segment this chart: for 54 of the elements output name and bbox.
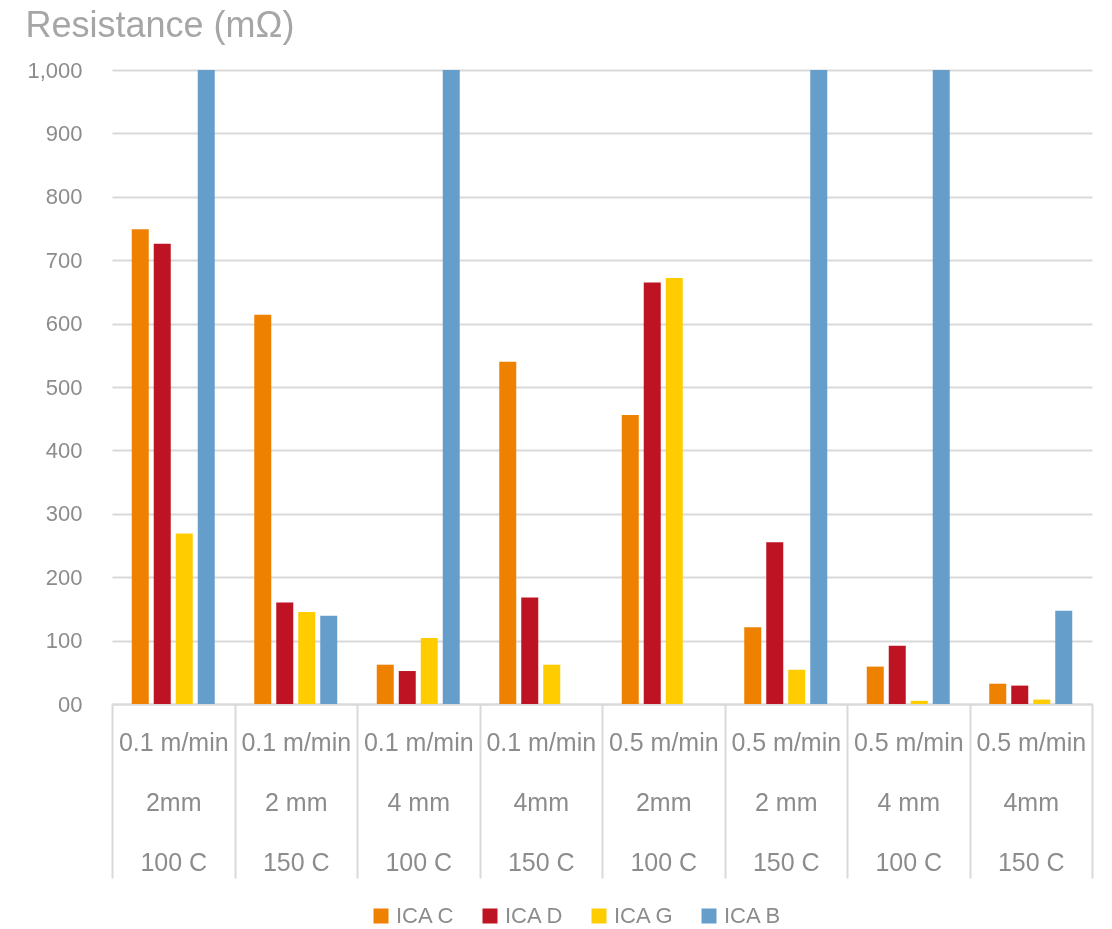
bar <box>665 277 683 704</box>
bar <box>766 542 784 704</box>
y-tick-label: 00 <box>58 691 83 717</box>
y-tick-label: 100 <box>45 628 83 654</box>
y-axis-title: Resistance (mΩ) <box>25 3 295 45</box>
y-tick-label: 800 <box>45 184 83 210</box>
y-tick-label: 600 <box>45 311 83 337</box>
category-label: 0.5 m/min 4 mm 100 C <box>853 727 964 876</box>
category-label: 0.5 m/min 2mm 100 C <box>608 727 719 876</box>
y-tick-label: 300 <box>45 501 83 527</box>
category-label: 0.1 m/min 4 mm 100 C <box>363 727 474 876</box>
category-label: 0.1 m/min 4mm 150 C <box>486 727 597 876</box>
y-tick-label: 400 <box>45 437 83 463</box>
bar <box>621 414 639 704</box>
category-label: 0.5 m/min 4mm 150 C <box>976 727 1087 876</box>
bar <box>521 597 539 704</box>
y-tick-label: 1,000 <box>27 57 83 83</box>
bar <box>788 669 806 704</box>
bar <box>1055 610 1073 704</box>
legend-label: ICA D <box>505 903 563 928</box>
bar <box>442 70 460 704</box>
bar <box>543 664 561 704</box>
bar <box>153 243 171 704</box>
bar <box>744 627 762 704</box>
bar <box>197 70 215 704</box>
y-tick-label: 900 <box>45 120 83 146</box>
bar <box>131 229 149 704</box>
bar <box>1011 685 1029 704</box>
bar <box>888 645 906 704</box>
bar <box>932 70 950 704</box>
legend-label: ICA C <box>396 903 454 928</box>
legend-label: ICA B <box>724 903 781 928</box>
bar <box>420 638 438 704</box>
bar <box>276 602 294 704</box>
bar <box>298 612 316 704</box>
category-label: 0.5 m/min 2 mm 150 C <box>731 727 842 876</box>
bar <box>320 615 338 704</box>
bar <box>989 683 1007 704</box>
legend-label: ICA G <box>614 903 673 928</box>
bar <box>910 700 928 704</box>
category-label: 0.1 m/min 2 mm 150 C <box>241 727 352 876</box>
bar <box>643 282 661 704</box>
bar <box>376 664 394 704</box>
bar <box>810 70 828 704</box>
bar <box>866 666 884 704</box>
y-tick-label: 700 <box>45 247 83 273</box>
bar <box>499 361 517 704</box>
bar <box>254 314 272 704</box>
bar <box>175 533 193 704</box>
bar <box>398 671 416 704</box>
category-label: 0.1 m/min 2mm 100 C <box>118 727 229 876</box>
bar <box>1033 699 1051 704</box>
y-tick-label: 500 <box>45 374 83 400</box>
y-tick-label: 200 <box>45 564 83 590</box>
